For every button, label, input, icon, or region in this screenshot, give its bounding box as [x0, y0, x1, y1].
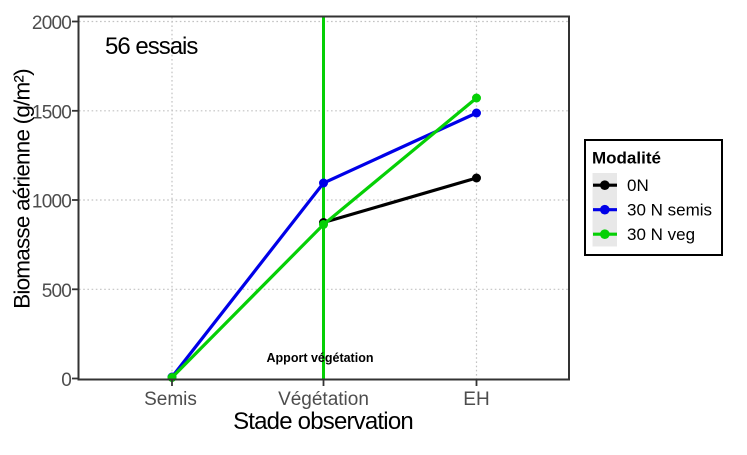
svg-text:30 N semis: 30 N semis [627, 201, 712, 220]
svg-text:1000: 1000 [32, 192, 71, 213]
svg-text:30 N veg: 30 N veg [627, 225, 695, 244]
svg-text:2000: 2000 [32, 13, 71, 34]
svg-text:Semis: Semis [144, 389, 197, 410]
svg-text:Biomasse aérienne (g/m²): Biomasse aérienne (g/m²) [10, 69, 35, 309]
svg-text:EH: EH [463, 389, 489, 410]
svg-text:56 essais: 56 essais [105, 33, 198, 60]
svg-text:Stade observation: Stade observation [233, 408, 413, 435]
svg-text:1500: 1500 [32, 102, 71, 123]
svg-text:Modalité: Modalité [592, 149, 661, 168]
svg-text:0: 0 [61, 370, 71, 391]
svg-text:Végétation: Végétation [278, 389, 369, 410]
svg-text:500: 500 [42, 281, 72, 302]
svg-text:0N: 0N [627, 176, 649, 195]
svg-text:Apport végétation: Apport végétation [267, 351, 374, 365]
